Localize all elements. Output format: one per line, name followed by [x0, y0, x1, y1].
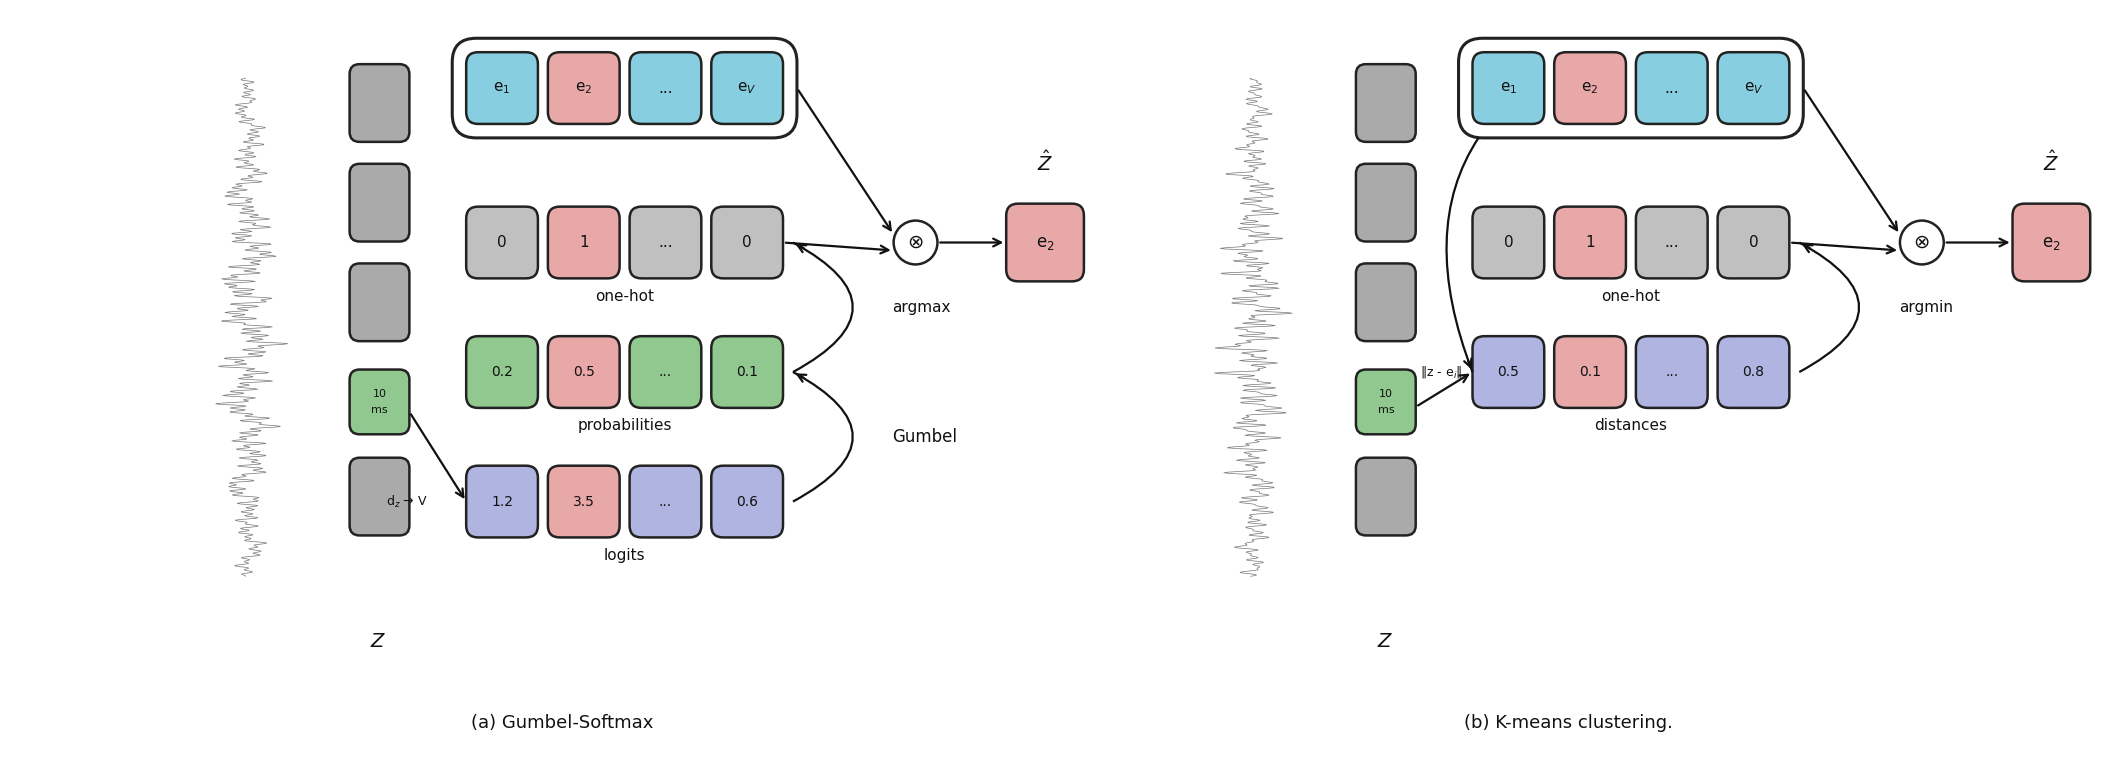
FancyBboxPatch shape — [350, 458, 410, 536]
Text: argmin: argmin — [1899, 299, 1952, 315]
Text: e$_V$: e$_V$ — [1744, 80, 1763, 96]
FancyBboxPatch shape — [548, 336, 620, 408]
FancyBboxPatch shape — [1718, 336, 1788, 408]
Text: ⊗: ⊗ — [907, 233, 924, 252]
Text: logits: logits — [603, 548, 646, 563]
FancyBboxPatch shape — [1635, 53, 1708, 124]
FancyBboxPatch shape — [1635, 336, 1708, 408]
FancyBboxPatch shape — [350, 370, 410, 434]
FancyBboxPatch shape — [1355, 264, 1417, 341]
Text: ...: ... — [658, 235, 673, 250]
Text: ⊗: ⊗ — [1914, 233, 1931, 252]
Text: ms: ms — [372, 405, 389, 415]
Text: ms: ms — [1378, 405, 1393, 415]
Circle shape — [1901, 220, 1943, 264]
Text: 0: 0 — [1748, 235, 1759, 250]
Text: ...: ... — [658, 365, 671, 379]
Text: (b) K-means clustering.: (b) K-means clustering. — [1463, 714, 1672, 732]
FancyBboxPatch shape — [712, 207, 784, 278]
FancyBboxPatch shape — [350, 264, 410, 341]
FancyBboxPatch shape — [629, 466, 701, 537]
Text: 0: 0 — [497, 235, 508, 250]
FancyBboxPatch shape — [465, 53, 537, 124]
FancyBboxPatch shape — [465, 466, 537, 537]
FancyBboxPatch shape — [1555, 336, 1627, 408]
FancyBboxPatch shape — [465, 207, 537, 278]
FancyBboxPatch shape — [1718, 53, 1788, 124]
Text: e$_1$: e$_1$ — [493, 80, 510, 96]
Text: e$_V$: e$_V$ — [737, 80, 756, 96]
FancyBboxPatch shape — [1635, 207, 1708, 278]
Text: ...: ... — [658, 495, 671, 508]
FancyBboxPatch shape — [1555, 207, 1627, 278]
Text: e$_2$: e$_2$ — [576, 80, 593, 96]
Text: 10: 10 — [1378, 389, 1393, 399]
FancyBboxPatch shape — [1355, 164, 1417, 242]
Text: e$_2$: e$_2$ — [1582, 80, 1599, 96]
Text: 10: 10 — [372, 389, 387, 399]
FancyBboxPatch shape — [1355, 370, 1417, 434]
Text: 1: 1 — [1585, 235, 1595, 250]
Text: ...: ... — [1665, 365, 1678, 379]
Text: d$_z$ → V: d$_z$ → V — [387, 494, 429, 510]
Text: 0: 0 — [1504, 235, 1512, 250]
Text: 1.2: 1.2 — [491, 495, 514, 508]
Text: e$_2$: e$_2$ — [2041, 233, 2060, 251]
Text: argmax: argmax — [892, 299, 952, 315]
Text: (a) Gumbel-Softmax: (a) Gumbel-Softmax — [472, 714, 652, 732]
FancyBboxPatch shape — [629, 336, 701, 408]
Text: one-hot: one-hot — [1601, 289, 1661, 304]
FancyBboxPatch shape — [712, 466, 784, 537]
FancyBboxPatch shape — [1355, 64, 1417, 142]
Text: Z: Z — [372, 632, 384, 651]
FancyBboxPatch shape — [1555, 53, 1627, 124]
FancyBboxPatch shape — [1007, 203, 1083, 281]
FancyBboxPatch shape — [712, 336, 784, 408]
Text: distances: distances — [1595, 418, 1667, 434]
Text: 0.8: 0.8 — [1742, 365, 1765, 379]
FancyBboxPatch shape — [712, 53, 784, 124]
FancyBboxPatch shape — [1718, 207, 1788, 278]
FancyBboxPatch shape — [629, 53, 701, 124]
Text: 0.2: 0.2 — [491, 365, 514, 379]
Text: 0.1: 0.1 — [737, 365, 758, 379]
Text: probabilities: probabilities — [578, 418, 671, 434]
Text: 0.5: 0.5 — [1497, 365, 1519, 379]
Text: Z: Z — [1376, 632, 1391, 651]
Text: $\hat{Z}$: $\hat{Z}$ — [1037, 150, 1054, 175]
FancyBboxPatch shape — [350, 164, 410, 242]
FancyBboxPatch shape — [1472, 336, 1544, 408]
Text: 1: 1 — [580, 235, 588, 250]
FancyBboxPatch shape — [548, 53, 620, 124]
Text: Gumbel: Gumbel — [892, 427, 958, 446]
Text: 0: 0 — [743, 235, 752, 250]
FancyBboxPatch shape — [548, 207, 620, 278]
Text: e$_2$: e$_2$ — [1037, 233, 1054, 251]
FancyBboxPatch shape — [2014, 203, 2090, 281]
Text: ...: ... — [1665, 235, 1680, 250]
Text: 3.5: 3.5 — [573, 495, 595, 508]
Text: e$_1$: e$_1$ — [1500, 80, 1517, 96]
Text: ...: ... — [1665, 81, 1680, 95]
Text: 0.5: 0.5 — [573, 365, 595, 379]
Text: $\hat{Z}$: $\hat{Z}$ — [2043, 150, 2060, 175]
FancyBboxPatch shape — [1472, 53, 1544, 124]
FancyBboxPatch shape — [350, 64, 410, 142]
Text: 0.6: 0.6 — [737, 495, 758, 508]
FancyBboxPatch shape — [1472, 207, 1544, 278]
FancyBboxPatch shape — [1355, 458, 1417, 536]
Circle shape — [894, 220, 937, 264]
Text: one-hot: one-hot — [595, 289, 654, 304]
FancyBboxPatch shape — [465, 336, 537, 408]
Text: ‖z - e$_i$‖: ‖z - e$_i$‖ — [1421, 364, 1463, 380]
FancyBboxPatch shape — [629, 207, 701, 278]
FancyBboxPatch shape — [548, 466, 620, 537]
Text: 0.1: 0.1 — [1578, 365, 1601, 379]
Text: ...: ... — [658, 81, 673, 95]
